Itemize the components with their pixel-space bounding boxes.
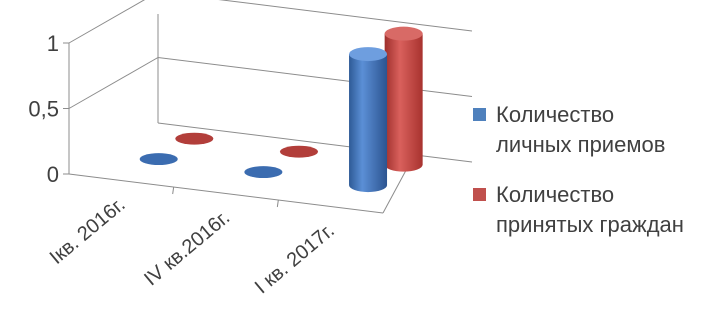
- bar: [244, 166, 283, 179]
- bar: [279, 145, 318, 158]
- x-tick-label: Iкв. 2016г.: [46, 193, 130, 268]
- legend-swatch: [473, 188, 486, 201]
- bar-body: [349, 54, 388, 193]
- legend: Количество личных приемов Количество принят…: [473, 102, 684, 237]
- x-tick-mark: [172, 186, 175, 195]
- bar-base: [244, 166, 283, 179]
- legend-label: личных приемов: [496, 132, 665, 157]
- legend-label: Количество: [496, 102, 614, 127]
- legend-label: Количество: [496, 182, 614, 207]
- legend-label: принятых граждан: [496, 212, 684, 237]
- bar-base: [139, 153, 178, 166]
- legend-swatch: [473, 108, 486, 121]
- bar-body: [384, 33, 423, 172]
- bar-top: [349, 47, 388, 62]
- bar-base: [175, 132, 214, 145]
- x-tick-label: IV кв.2016г.: [140, 206, 234, 290]
- bar: [384, 26, 423, 172]
- y-tick-label: 0: [47, 162, 59, 187]
- x-tick-label: I кв. 2017г.: [251, 219, 339, 298]
- bar-top: [384, 26, 423, 41]
- gridline: [68, 0, 473, 44]
- y-tick-label: 0,5: [28, 97, 59, 122]
- bars: [139, 26, 423, 193]
- x-tick-mark: [276, 199, 279, 208]
- y-tick-label: 1: [47, 31, 59, 56]
- bar: [139, 153, 178, 166]
- floor-front-edge: [68, 173, 384, 214]
- bar: [349, 47, 388, 193]
- y-tick-labels: 00,51: [28, 31, 69, 187]
- bar: [175, 132, 214, 145]
- bar-base: [279, 145, 318, 158]
- x-tick-labels: Iкв. 2016г. IV кв.2016г. I кв. 2017г.: [46, 186, 339, 298]
